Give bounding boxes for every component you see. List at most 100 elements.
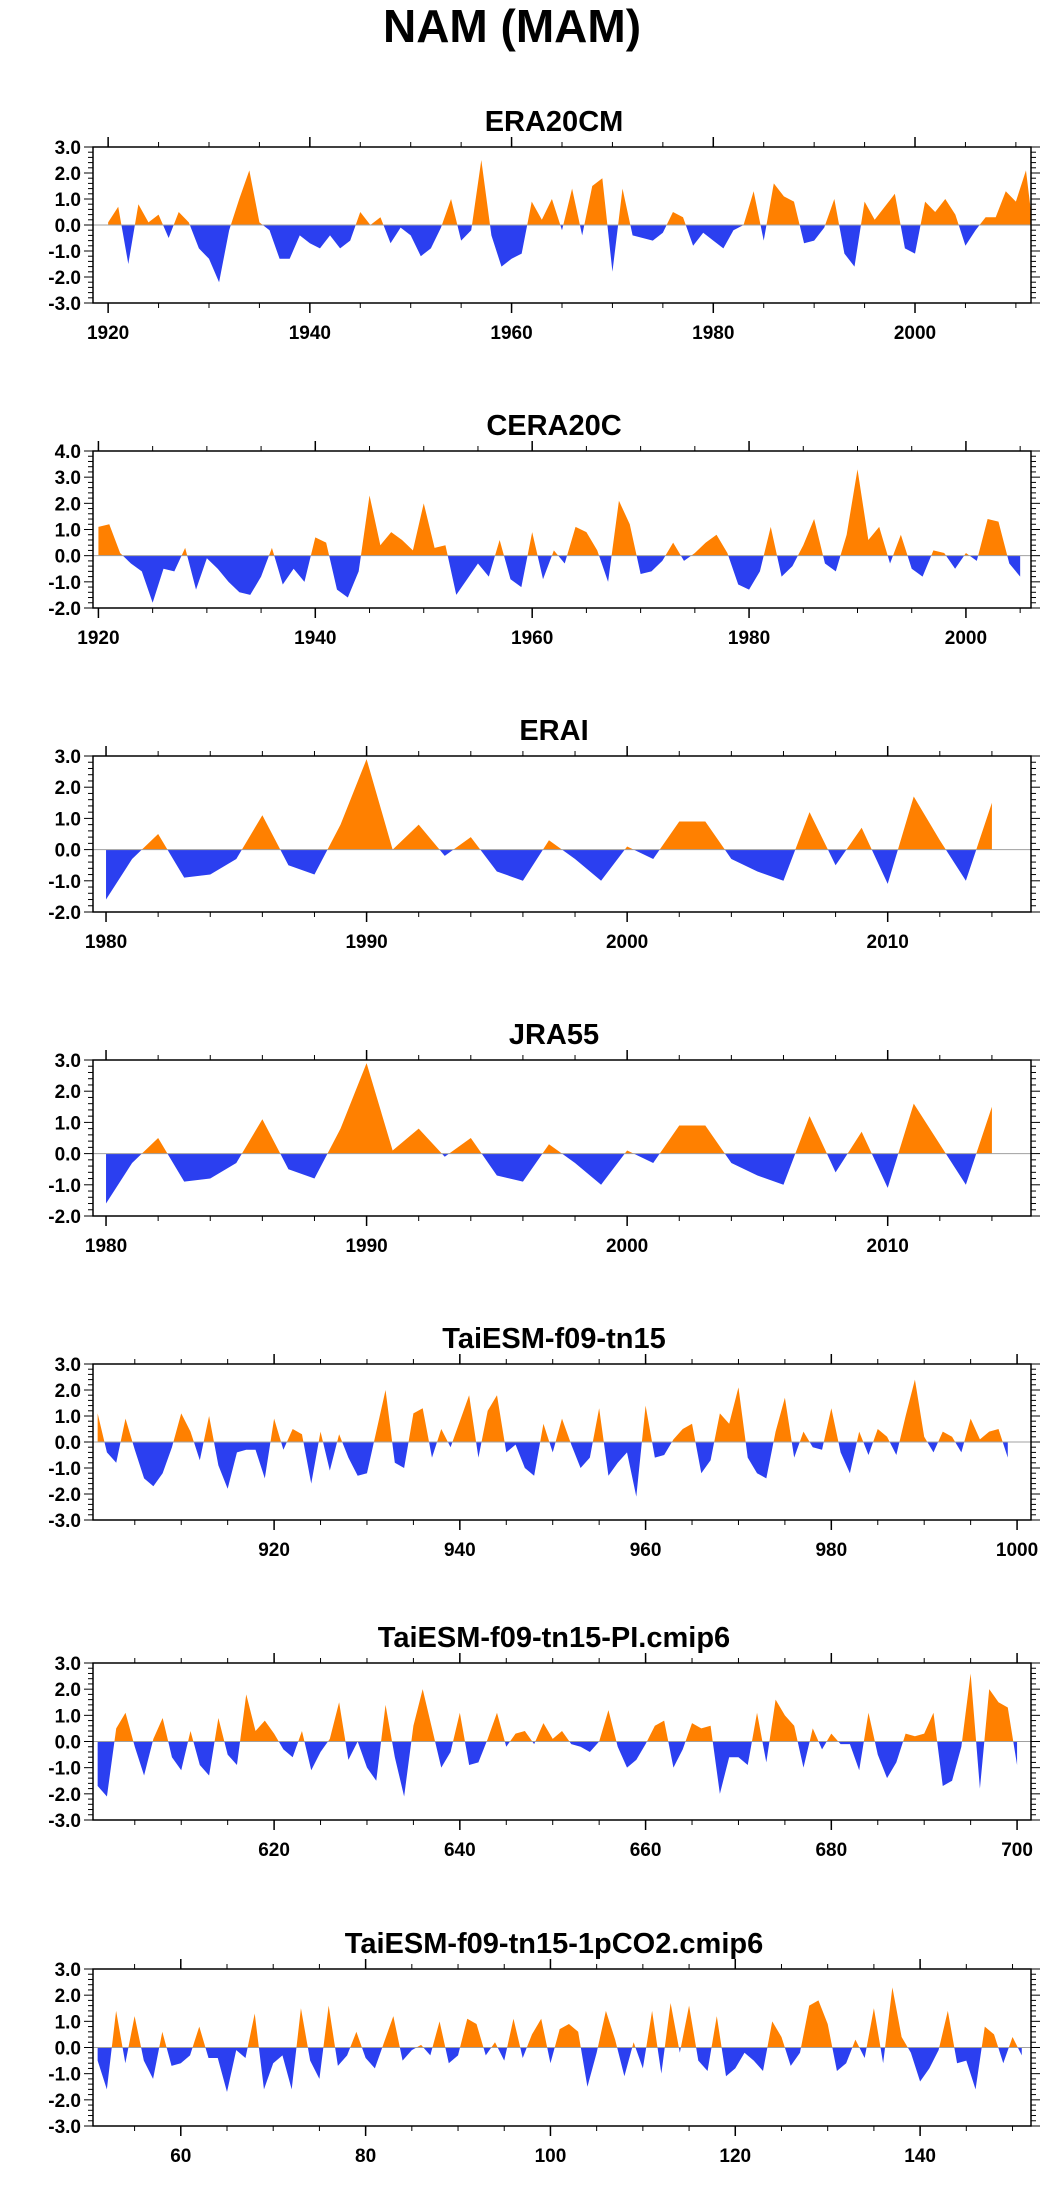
y-tick-label: -1.0 bbox=[48, 872, 81, 893]
data-point bbox=[1035, 253, 1036, 254]
x-tick-label: 1940 bbox=[289, 323, 331, 344]
y-tick-label: 3.0 bbox=[55, 1960, 81, 1981]
x-tick-label: 1990 bbox=[345, 1236, 387, 1257]
y-tick-label: 0.0 bbox=[55, 1433, 81, 1454]
y-tick-label: -3.0 bbox=[48, 2117, 81, 2138]
x-tick-label: 620 bbox=[258, 1840, 290, 1861]
series-area bbox=[106, 759, 992, 900]
x-tick-label: 2010 bbox=[867, 1236, 909, 1257]
y-tick-label: 3.0 bbox=[55, 747, 81, 768]
x-tick-label: 1980 bbox=[692, 323, 734, 344]
panel-title: JRA55 bbox=[509, 1019, 599, 1051]
y-tick-label: 2.0 bbox=[55, 164, 81, 185]
y-tick-label: 4.0 bbox=[55, 442, 81, 463]
x-tick-label: 60 bbox=[170, 2146, 191, 2167]
y-tick-label: -1.0 bbox=[48, 1759, 81, 1780]
data-point bbox=[1020, 576, 1021, 577]
panel-5: TaiESM-f09-tn15 3.0 2.0 1.0 0.0 -1.0 -2.0 -3.0 9… bbox=[48, 1323, 1040, 1561]
positive-area bbox=[97, 1673, 1018, 1742]
panel-1: ERA20CM 3.0 2.0 1.0 0.0 -1.0 -2.0 -3.0 1920 1940 1… bbox=[48, 106, 1040, 344]
positive-area bbox=[106, 759, 992, 850]
series-area bbox=[97, 1987, 1022, 2092]
panel-title: TaiESM-f09-tn15-PI.cmip6 bbox=[378, 1622, 730, 1654]
panel-6: TaiESM-f09-tn15-PI.cmip6 3.0 2.0 1.0 0.0 -1.0… bbox=[48, 1622, 1040, 1861]
x-tick-label: 1980 bbox=[728, 628, 770, 649]
y-tick-label: -2.0 bbox=[48, 1485, 81, 1506]
negative-area bbox=[106, 1153, 992, 1204]
data-point bbox=[991, 802, 992, 803]
series-area bbox=[98, 469, 1021, 603]
panel-title: CERA20C bbox=[486, 410, 621, 442]
y-tick-label: -3.0 bbox=[48, 1811, 81, 1832]
x-tick-label: 680 bbox=[815, 1840, 847, 1861]
y-tick-label: 3.0 bbox=[55, 1051, 81, 1072]
y-tick-label: -3.0 bbox=[48, 1511, 81, 1532]
positive-area bbox=[97, 1987, 1022, 2048]
positive-area bbox=[108, 160, 1031, 225]
panel-title: TaiESM-f09-tn15 bbox=[442, 1323, 665, 1355]
x-tick-label: 1920 bbox=[77, 628, 119, 649]
y-tick-label: 2.0 bbox=[55, 1381, 81, 1402]
y-tick-label: 1.0 bbox=[55, 1113, 81, 1134]
negative-area bbox=[108, 225, 1031, 283]
y-tick-label: 1.0 bbox=[55, 1706, 81, 1727]
x-tick-label: 2000 bbox=[606, 1236, 648, 1257]
series-area bbox=[108, 160, 1036, 283]
positive-area bbox=[106, 1063, 992, 1154]
x-tick-label: 2000 bbox=[606, 932, 648, 953]
panel-title: ERA20CM bbox=[485, 106, 624, 138]
y-tick-label: -1.0 bbox=[48, 1176, 81, 1197]
y-tick-label: -2.0 bbox=[48, 903, 81, 924]
x-tick-label: 700 bbox=[1001, 1840, 1033, 1861]
y-tick-label: 2.0 bbox=[55, 1986, 81, 2007]
x-tick-label: 640 bbox=[444, 1840, 476, 1861]
x-tick-label: 2000 bbox=[894, 323, 936, 344]
y-tick-label: 1.0 bbox=[55, 809, 81, 830]
data-point bbox=[991, 1106, 992, 1107]
y-tick-label: 1.0 bbox=[55, 1407, 81, 1428]
negative-area bbox=[98, 555, 1021, 603]
x-tick-label: 1990 bbox=[345, 932, 387, 953]
y-tick-label: 2.0 bbox=[55, 1680, 81, 1701]
y-tick-label: -1.0 bbox=[48, 1459, 81, 1480]
y-tick-label: 3.0 bbox=[55, 1355, 81, 1376]
y-tick-label: -2.0 bbox=[48, 2091, 81, 2112]
x-tick-label: 100 bbox=[535, 2146, 567, 2167]
x-tick-label: 120 bbox=[719, 2146, 751, 2167]
y-tick-label: 1.0 bbox=[55, 190, 81, 211]
series-area bbox=[97, 1673, 1018, 1797]
x-tick-label: 1960 bbox=[490, 323, 532, 344]
x-tick-label: 1940 bbox=[294, 628, 336, 649]
x-tick-label: 1980 bbox=[85, 932, 127, 953]
x-tick-label: 1960 bbox=[511, 628, 553, 649]
data-point bbox=[1016, 1764, 1017, 1765]
x-tick-label: 1980 bbox=[85, 1236, 127, 1257]
x-tick-label: 80 bbox=[355, 2146, 376, 2167]
x-tick-label: 2010 bbox=[867, 932, 909, 953]
y-tick-label: 2.0 bbox=[55, 494, 81, 515]
y-tick-label: 3.0 bbox=[55, 1654, 81, 1675]
negative-area bbox=[97, 2047, 1022, 2092]
negative-area bbox=[97, 1442, 1008, 1497]
panel-title: ERAI bbox=[519, 715, 588, 747]
negative-area bbox=[106, 849, 992, 900]
series-area bbox=[97, 1379, 1008, 1497]
panel-title: TaiESM-f09-tn15-1pCO2.cmip6 bbox=[345, 1928, 763, 1960]
y-tick-label: 0.0 bbox=[55, 216, 81, 237]
figure-title: NAM (MAM) bbox=[383, 0, 641, 52]
x-tick-label: 140 bbox=[904, 2146, 936, 2167]
y-tick-label: -2.0 bbox=[48, 1207, 81, 1228]
plot-frame bbox=[92, 755, 1032, 913]
y-tick-label: -2.0 bbox=[48, 268, 81, 289]
x-tick-label: 1000 bbox=[996, 1540, 1038, 1561]
y-tick-label: 0.0 bbox=[55, 841, 81, 862]
positive-area bbox=[97, 1379, 1008, 1442]
y-tick-label: 3.0 bbox=[55, 468, 81, 489]
x-tick-label: 980 bbox=[815, 1540, 847, 1561]
y-tick-label: -2.0 bbox=[48, 599, 81, 620]
y-tick-label: 1.0 bbox=[55, 2012, 81, 2033]
